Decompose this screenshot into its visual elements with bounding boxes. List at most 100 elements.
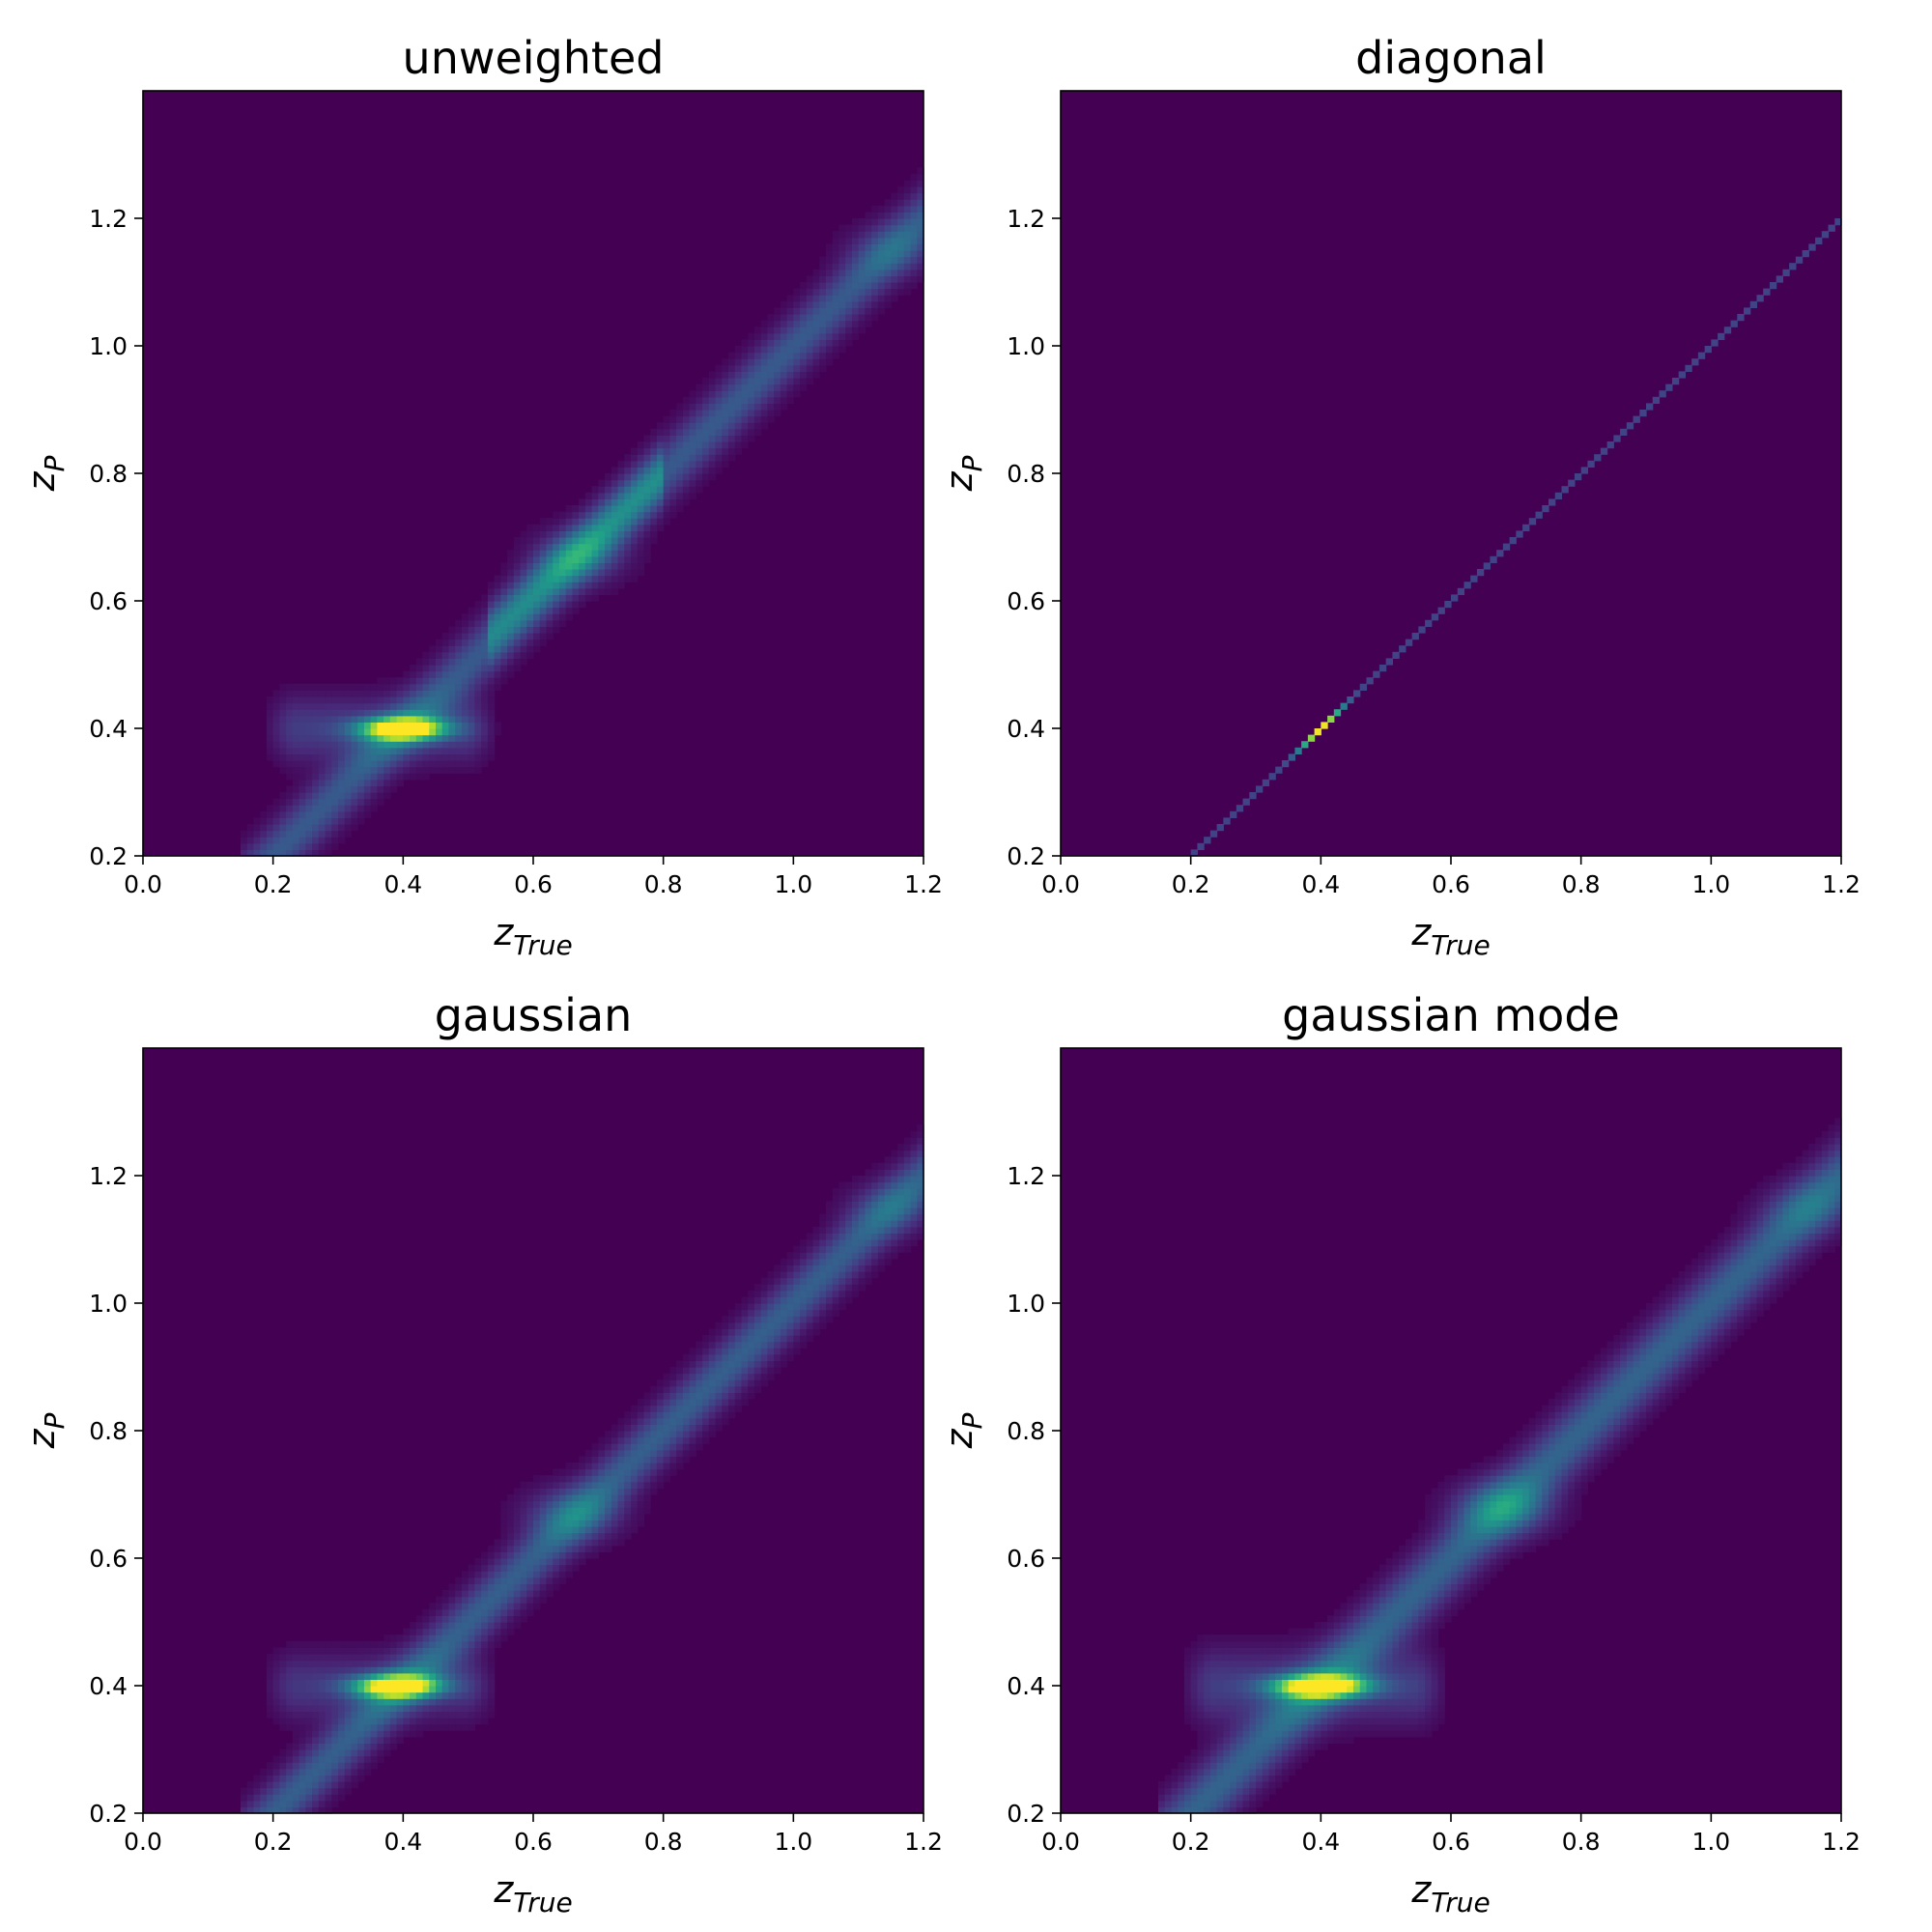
heatmap-cell	[565, 511, 573, 519]
heatmap-cell	[897, 1233, 905, 1240]
heatmap-cell	[806, 358, 814, 366]
heatmap-cell	[826, 1264, 834, 1272]
heatmap-cell	[865, 224, 872, 232]
heatmap-cell	[903, 1213, 912, 1221]
heatmap-cell	[461, 677, 469, 685]
heatmap-cell	[474, 1654, 482, 1662]
heatmap-cell	[741, 1353, 749, 1361]
heatmap-cell	[656, 498, 665, 506]
heatmap-cell	[507, 670, 515, 678]
heatmap-cell	[832, 314, 840, 322]
heatmap-cell	[312, 798, 320, 806]
heatmap-cell	[241, 1800, 248, 1807]
heatmap-cell	[826, 1284, 834, 1292]
heatmap-cell	[429, 715, 437, 723]
heatmap-cell	[1307, 734, 1316, 742]
heatmap-cell	[819, 1303, 827, 1311]
heatmap-cell	[1197, 1736, 1205, 1744]
heatmap-cell	[455, 747, 463, 754]
heatmap-cell	[357, 1698, 365, 1706]
heatmap-cell	[722, 378, 729, 385]
heatmap-cell	[436, 1666, 443, 1674]
heatmap-cell	[650, 1424, 658, 1432]
heatmap-cell	[1256, 1640, 1264, 1648]
heatmap-cell	[448, 1583, 456, 1591]
heatmap-cell	[363, 1640, 372, 1648]
heatmap-cell	[363, 779, 372, 786]
heatmap-cell	[553, 582, 560, 589]
heatmap-cell	[468, 1686, 475, 1693]
heatmap-cell	[1294, 1647, 1302, 1655]
heatmap-cell	[812, 1321, 820, 1329]
heatmap-cell	[624, 518, 632, 526]
heatmap-cell	[1242, 1666, 1250, 1674]
heatmap-cell	[637, 1520, 645, 1527]
heatmap-cell	[865, 1213, 872, 1221]
heatmap-cell	[611, 486, 619, 494]
heatmap-cell	[396, 1672, 404, 1680]
heatmap-cell	[851, 224, 860, 232]
heatmap-cell	[617, 543, 625, 551]
heatmap-cell	[1366, 1679, 1374, 1687]
heatmap-cell	[272, 715, 280, 723]
heatmap-cell	[786, 1290, 794, 1297]
heatmap-cell	[370, 785, 378, 793]
heatmap-background	[1061, 91, 1841, 856]
heatmap-cell	[624, 1431, 632, 1438]
heatmap-cell	[344, 785, 353, 793]
heatmap-cell	[845, 300, 853, 308]
heatmap-cell	[584, 498, 593, 506]
heatmap-cell	[617, 1500, 625, 1508]
heatmap-cell	[468, 639, 475, 646]
heatmap-cell	[689, 1411, 696, 1419]
heatmap-cell	[422, 1691, 430, 1699]
heatmap-cell	[584, 587, 593, 595]
heatmap-cell	[344, 1718, 353, 1725]
heatmap-cell	[1347, 696, 1354, 704]
heatmap-cell	[624, 1468, 632, 1476]
heatmap-cell	[500, 1577, 508, 1584]
heatmap-cell	[325, 1743, 332, 1750]
heatmap-cell	[500, 1608, 508, 1616]
heatmap-cell	[838, 295, 846, 302]
heatmap-cell	[669, 1443, 677, 1451]
heatmap-cell	[305, 849, 313, 857]
heatmap-cell	[669, 498, 677, 506]
heatmap-cell	[546, 530, 554, 538]
heatmap-cell	[474, 601, 482, 609]
heatmap-cell	[760, 339, 768, 347]
heatmap-cell	[292, 747, 300, 754]
heatmap-cell	[1301, 1640, 1309, 1648]
heatmap-cell	[377, 1730, 384, 1738]
heatmap-cell	[734, 1303, 743, 1311]
heatmap-cell	[832, 1258, 840, 1265]
heatmap-cell	[260, 849, 268, 857]
heatmap-cell	[572, 511, 580, 519]
heatmap-cell	[520, 1488, 527, 1495]
heatmap-cell	[415, 1628, 424, 1635]
heatmap-cell	[513, 1488, 522, 1495]
heatmap-cell	[631, 467, 639, 474]
heatmap-cell	[396, 715, 404, 723]
heatmap-cell	[351, 798, 358, 806]
heatmap-cell	[415, 753, 424, 761]
heatmap-cell	[708, 410, 717, 417]
heatmap-cell	[910, 212, 918, 219]
heatmap-cell	[676, 441, 684, 449]
heatmap-cell	[344, 1666, 353, 1674]
heatmap-cell	[298, 798, 306, 806]
heatmap-cell	[806, 1290, 814, 1297]
heatmap-cell	[539, 530, 548, 538]
heatmap-cell	[741, 1309, 749, 1317]
heatmap-cell	[461, 1660, 469, 1667]
heatmap-cell	[422, 722, 430, 729]
heatmap-cell	[338, 817, 346, 825]
heatmap-cell	[1242, 1647, 1250, 1655]
heatmap-cell	[331, 779, 339, 786]
heatmap-cell	[1209, 1743, 1218, 1750]
heatmap-cell	[441, 1704, 450, 1712]
heatmap-cell	[494, 1608, 501, 1616]
heatmap-cell	[1294, 1698, 1302, 1706]
heatmap-cell	[1288, 1647, 1295, 1655]
heatmap-cell	[448, 1615, 456, 1623]
